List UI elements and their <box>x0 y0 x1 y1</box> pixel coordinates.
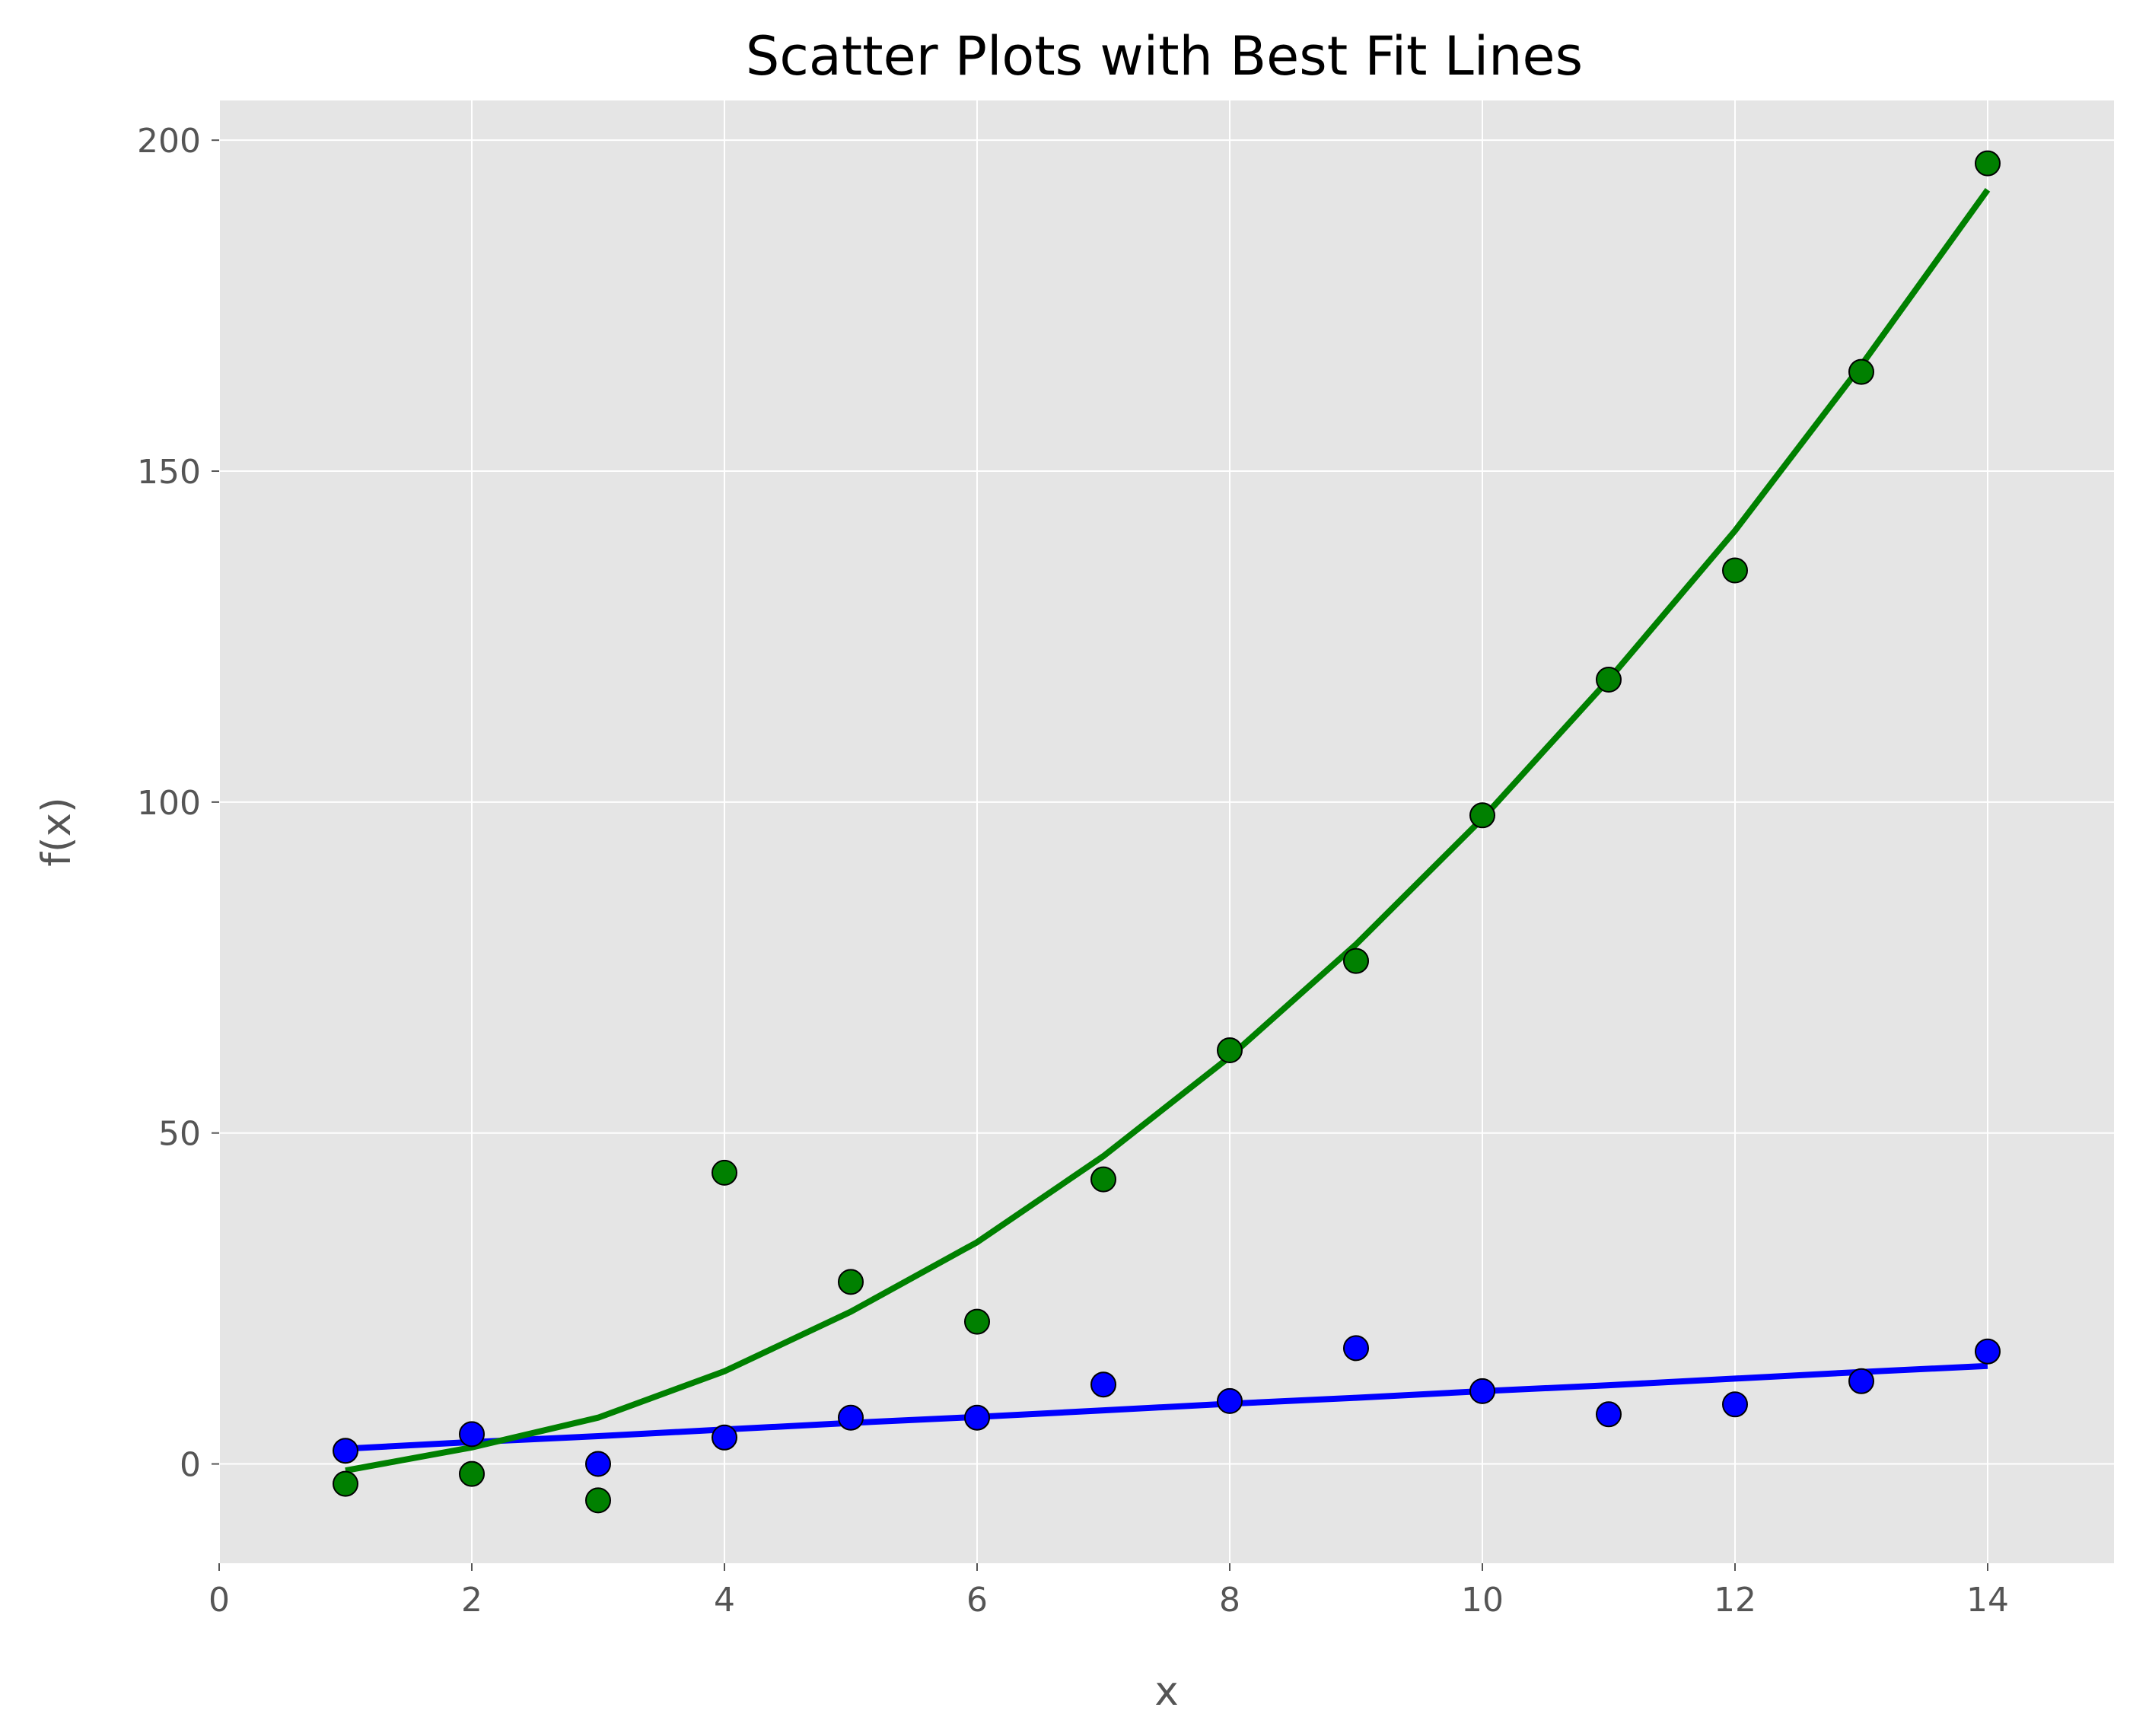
x-tick-label: 2 <box>461 1581 482 1620</box>
x-tick-label: 12 <box>1714 1581 1756 1620</box>
point-series-2 <box>1090 1166 1116 1193</box>
x-tick-label: 8 <box>1219 1581 1240 1620</box>
point-series-2 <box>964 1308 990 1335</box>
point-series-1 <box>1217 1387 1243 1414</box>
point-series-2 <box>712 1159 737 1186</box>
y-tick-label: 50 <box>158 1115 201 1154</box>
point-series-2 <box>333 1470 358 1497</box>
point-series-1 <box>1722 1391 1748 1418</box>
fit-lines <box>345 188 1991 1474</box>
point-series-1 <box>585 1451 611 1477</box>
x-tick-label: 4 <box>714 1581 735 1620</box>
point-series-1 <box>459 1421 485 1448</box>
y-tick-label: 200 <box>137 122 201 161</box>
point-series-1 <box>1343 1335 1369 1362</box>
point-series-2 <box>1343 948 1369 974</box>
point-series-2 <box>1217 1037 1243 1063</box>
point-series-1 <box>1975 1338 2001 1365</box>
point-series-2 <box>1596 667 1622 693</box>
y-tick-label: 100 <box>137 784 201 823</box>
x-tick-label: 6 <box>966 1581 988 1620</box>
point-series-2 <box>459 1460 485 1487</box>
point-series-2 <box>1469 802 1495 829</box>
point-series-2 <box>1722 557 1748 584</box>
point-series-1 <box>1848 1368 1874 1394</box>
point-series-1 <box>1469 1378 1495 1404</box>
point-series-1 <box>1596 1401 1622 1428</box>
x-tick-label: 10 <box>1461 1581 1504 1620</box>
point-series-1 <box>838 1404 864 1431</box>
point-series-1 <box>964 1404 990 1431</box>
fit-line-series-1 <box>345 1362 1988 1452</box>
point-series-2 <box>1975 150 2001 177</box>
point-series-2 <box>585 1487 611 1514</box>
point-series-2 <box>1848 358 1874 385</box>
point-series-1 <box>712 1424 737 1451</box>
point-series-2 <box>838 1269 864 1295</box>
x-tick-label: 0 <box>209 1581 230 1620</box>
data-points <box>333 150 2001 1514</box>
point-series-1 <box>333 1438 358 1464</box>
y-axis-label: f(x) <box>33 797 80 866</box>
y-tick-label: 0 <box>180 1446 201 1485</box>
plot-area <box>219 100 2114 1563</box>
x-axis-label: x <box>1154 1668 1178 1715</box>
x-tick-label: 14 <box>1966 1581 2009 1620</box>
fit-line-series-2 <box>345 188 1991 1474</box>
y-tick-label: 150 <box>137 453 201 492</box>
axes <box>212 139 1988 1571</box>
grid-lines <box>218 100 2114 1563</box>
chart-title: Scatter Plots with Best Fit Lines <box>746 25 1583 88</box>
point-series-1 <box>1090 1371 1116 1398</box>
tick-labels: 0 2 4 6 8 10 12 14 0 50 100 150 200 <box>137 122 2009 1620</box>
